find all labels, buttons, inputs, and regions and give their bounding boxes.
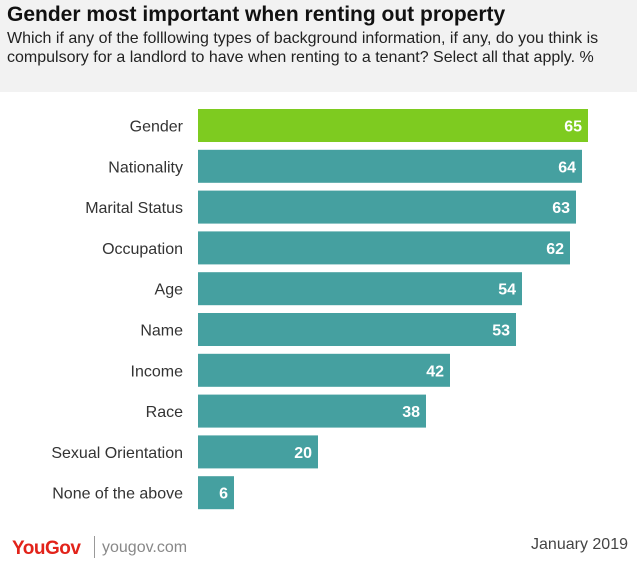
value-label: 6: [219, 486, 228, 503]
yougov-logo[interactable]: YouGov: [12, 538, 81, 559]
bar-chart: Gender 65 Nationality 64 Marital Status 63 Occ…: [51, 109, 588, 510]
bar: [198, 476, 234, 510]
publication-date: January 2019: [531, 536, 628, 553]
value-label: 53: [492, 323, 510, 340]
chart-subtitle: Which if any of the folllowing types of …: [7, 30, 599, 66]
value-label: 62: [546, 241, 564, 258]
header-band: Gender most important when renting out p…: [0, 0, 637, 92]
bar: [198, 435, 318, 469]
footer: YouGov yougov.com January 2019: [0, 530, 637, 562]
category-label: Nationality: [108, 159, 183, 176]
bar: [198, 109, 588, 142]
value-label: 20: [294, 445, 312, 462]
category-label: Age: [155, 282, 184, 299]
bar: [198, 353, 450, 387]
value-label: 63: [552, 200, 570, 217]
category-label: Occupation: [102, 241, 183, 258]
bar: [198, 272, 522, 306]
category-label: None of the above: [52, 486, 183, 503]
bar: [198, 313, 516, 346]
category-label: Sexual Orientation: [51, 445, 183, 462]
bar: [198, 190, 576, 224]
bar: [198, 149, 582, 183]
value-label: 38: [402, 404, 420, 421]
value-label: 65: [564, 119, 582, 136]
category-label: Income: [131, 363, 184, 380]
value-label: 64: [558, 159, 576, 176]
bar: [198, 394, 426, 428]
category-label: Marital Status: [85, 200, 183, 217]
footer-divider: [94, 536, 95, 558]
category-label: Gender: [130, 119, 184, 136]
value-label: 42: [426, 363, 444, 380]
bar: [198, 231, 570, 265]
chart-title: Gender most important when renting out p…: [7, 3, 506, 26]
category-label: Name: [140, 323, 183, 340]
category-label: Race: [146, 404, 183, 421]
value-label: 54: [498, 282, 516, 299]
site-link[interactable]: yougov.com: [102, 539, 188, 556]
